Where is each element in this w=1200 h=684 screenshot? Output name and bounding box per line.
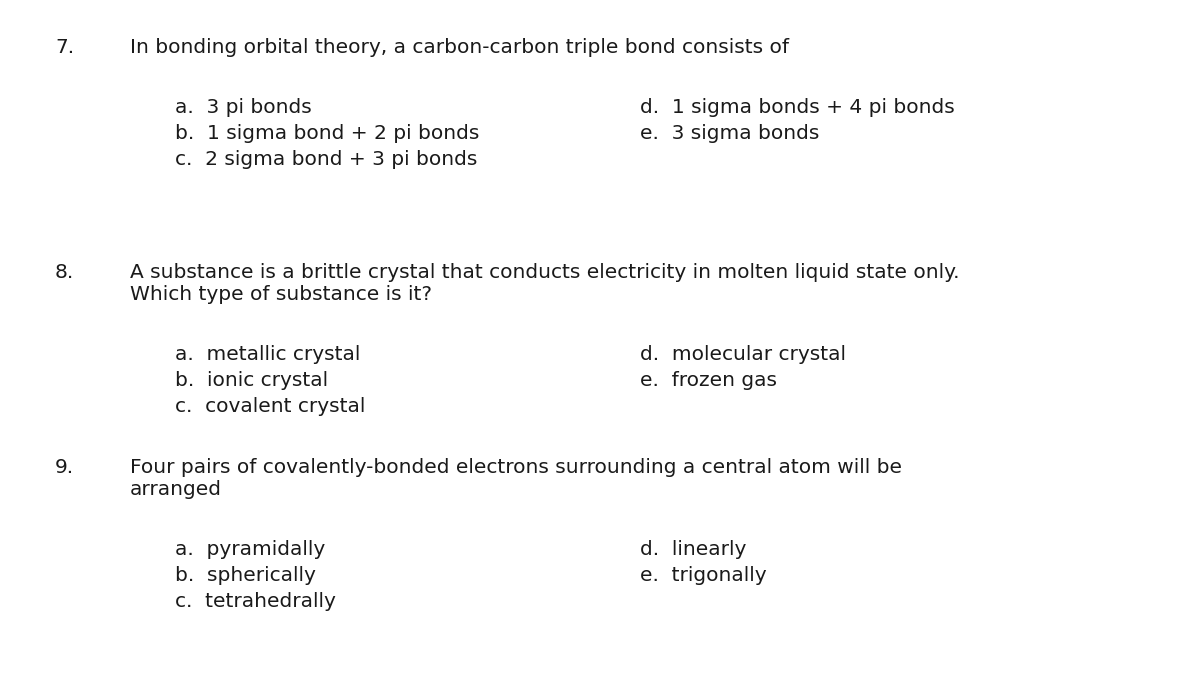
Text: 7.: 7.: [55, 38, 74, 57]
Text: d.  linearly: d. linearly: [640, 540, 746, 559]
Text: b.  spherically: b. spherically: [175, 566, 316, 585]
Text: e.  3 sigma bonds: e. 3 sigma bonds: [640, 124, 820, 143]
Text: b.  ionic crystal: b. ionic crystal: [175, 371, 328, 390]
Text: e.  trigonally: e. trigonally: [640, 566, 767, 585]
Text: 9.: 9.: [55, 458, 74, 477]
Text: d.  1 sigma bonds + 4 pi bonds: d. 1 sigma bonds + 4 pi bonds: [640, 98, 955, 117]
Text: c.  2 sigma bond + 3 pi bonds: c. 2 sigma bond + 3 pi bonds: [175, 150, 478, 169]
Text: In bonding orbital theory, a carbon-carbon triple bond consists of: In bonding orbital theory, a carbon-carb…: [130, 38, 790, 57]
Text: a.  3 pi bonds: a. 3 pi bonds: [175, 98, 312, 117]
Text: c.  covalent crystal: c. covalent crystal: [175, 397, 365, 416]
Text: c.  tetrahedrally: c. tetrahedrally: [175, 592, 336, 611]
Text: e.  frozen gas: e. frozen gas: [640, 371, 778, 390]
Text: a.  pyramidally: a. pyramidally: [175, 540, 325, 559]
Text: 8.: 8.: [55, 263, 74, 282]
Text: arranged: arranged: [130, 480, 222, 499]
Text: d.  molecular crystal: d. molecular crystal: [640, 345, 846, 364]
Text: b.  1 sigma bond + 2 pi bonds: b. 1 sigma bond + 2 pi bonds: [175, 124, 479, 143]
Text: A substance is a brittle crystal that conducts electricity in molten liquid stat: A substance is a brittle crystal that co…: [130, 263, 960, 282]
Text: a.  metallic crystal: a. metallic crystal: [175, 345, 360, 364]
Text: Which type of substance is it?: Which type of substance is it?: [130, 285, 432, 304]
Text: Four pairs of covalently-bonded electrons surrounding a central atom will be: Four pairs of covalently-bonded electron…: [130, 458, 902, 477]
